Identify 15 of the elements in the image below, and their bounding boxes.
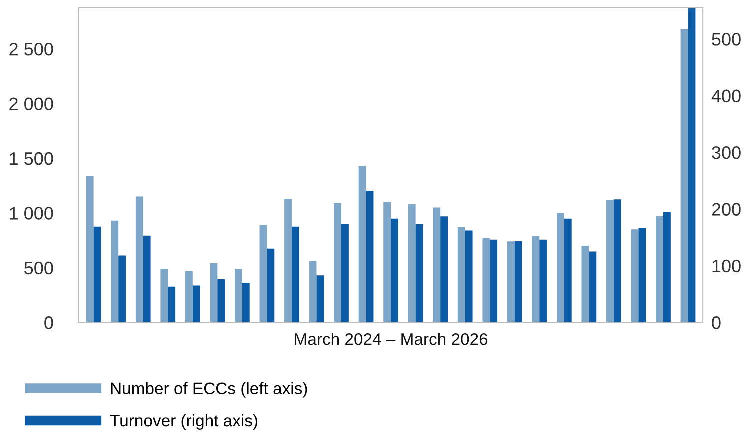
y2-tick-label: 500 [712, 33, 741, 46]
y-tick-label: 500 [24, 262, 54, 275]
y-tick-label: 1 500 [10, 152, 54, 166]
y-tick-label: 1 000 [10, 207, 54, 220]
y2-tick-label: 300 [712, 146, 741, 160]
x-axis-title: March 2024 – March 2026 [295, 333, 488, 346]
legend-label: Number of ECCs (left axis) [111, 382, 308, 398]
y2-tick-label: 200 [712, 203, 741, 216]
y2-tick-label: 0 [712, 316, 721, 330]
y-tick-label: 2 500 [10, 42, 54, 56]
legend-label: Turnover (right axis) [110, 414, 258, 430]
y-tick-label: 2 000 [10, 98, 54, 110]
y-tick-label: 0 [44, 316, 54, 330]
y2-tick-label: 100 [712, 260, 741, 273]
y2-tick-label: 400 [712, 90, 741, 103]
